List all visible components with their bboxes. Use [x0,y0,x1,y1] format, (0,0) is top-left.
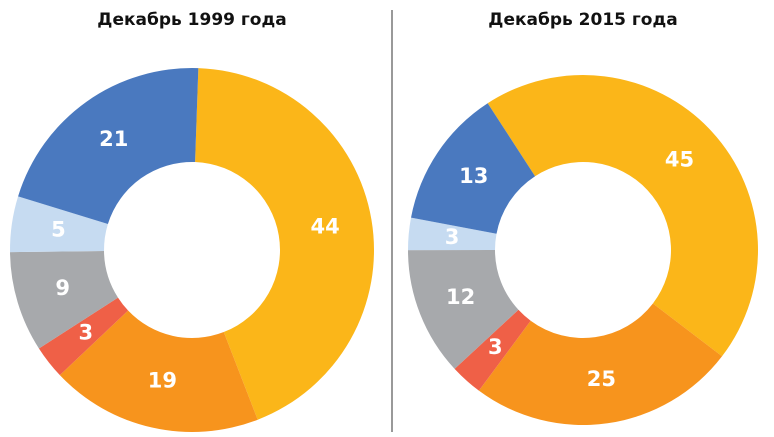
data-label: 9 [55,276,70,300]
donut-slice [18,67,199,225]
donut-slice [408,217,497,251]
donut-slice [411,103,536,234]
data-label: 19 [148,369,177,393]
data-label: 12 [446,285,475,309]
donut-slice [487,75,758,357]
data-label: 25 [587,367,616,391]
chart-title: Декабрь 2015 года [488,10,677,30]
data-label: 44 [310,215,339,239]
donut-slice [10,196,108,253]
donut-slice [10,251,118,349]
data-label: 3 [488,335,503,359]
data-label: 13 [459,164,488,188]
data-label: 45 [665,148,694,172]
data-label: 3 [445,225,460,249]
donut-slice [454,309,531,391]
donut-slice [59,310,258,433]
donut-slice [38,297,129,376]
donut-slice [408,250,519,369]
chart-title: Декабрь 1999 года [97,10,286,30]
data-label: 21 [99,127,128,151]
data-label: 5 [51,218,66,242]
donut-slice [195,68,374,420]
data-label: 3 [78,320,93,344]
donut-slice [478,303,723,425]
